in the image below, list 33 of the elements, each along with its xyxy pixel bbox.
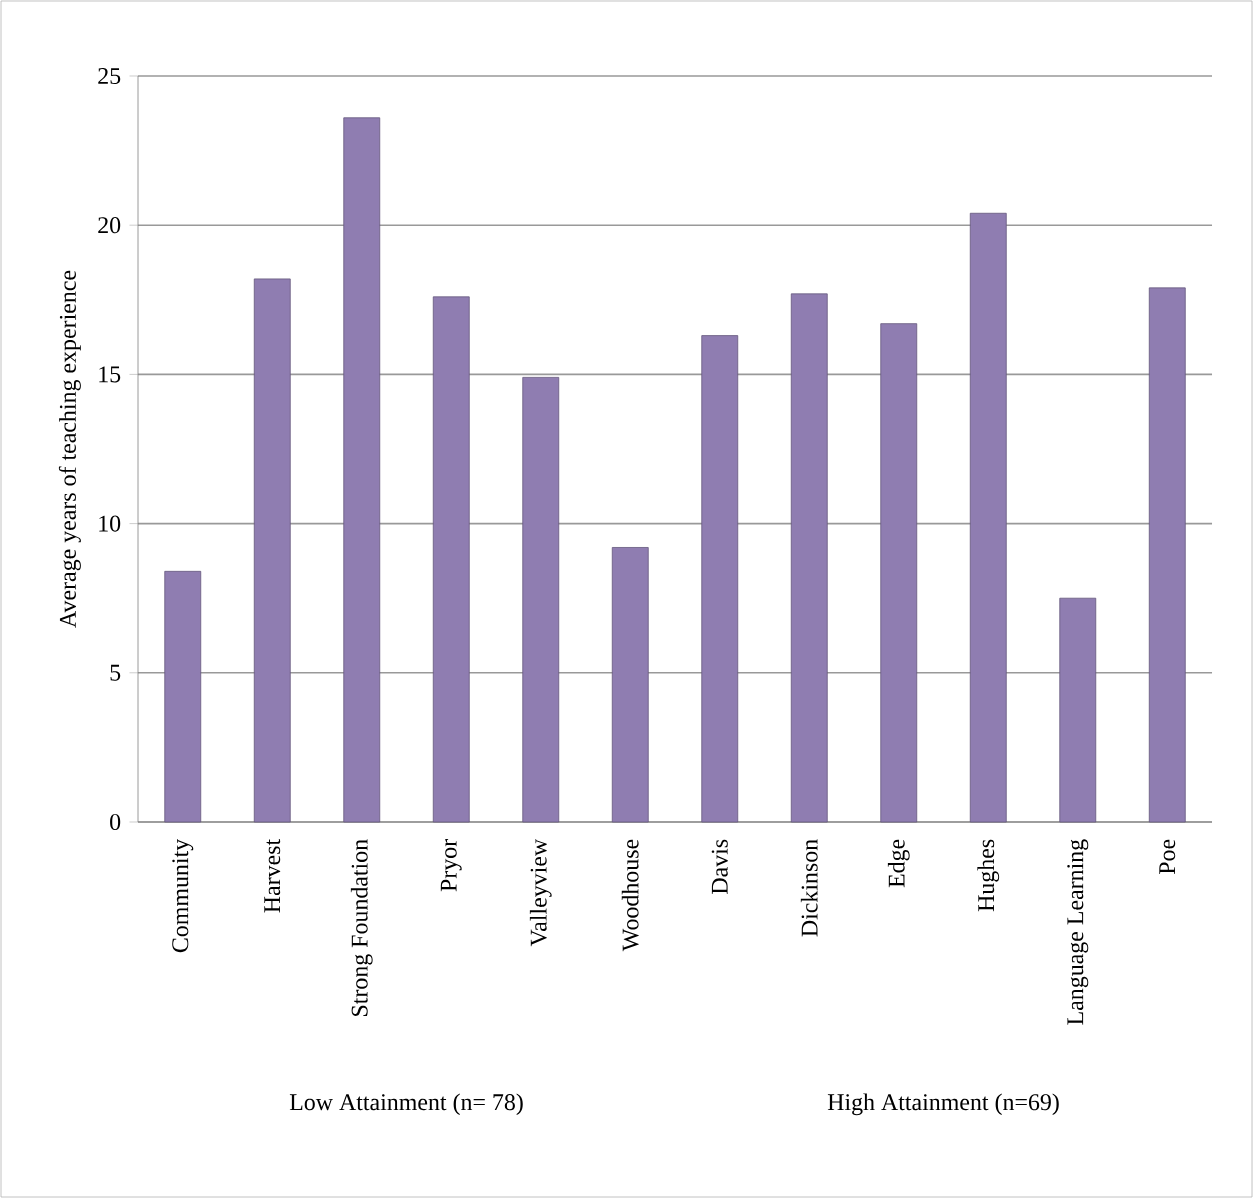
bar <box>611 547 649 823</box>
bar <box>432 296 470 823</box>
x-tick-label: Hughes <box>977 839 1000 912</box>
x-tick-label: Harvest <box>264 839 281 913</box>
text: Low Attainment (n= 78) <box>289 1093 523 1116</box>
y-tick-label: 20 <box>98 217 121 234</box>
y-tick-label: 10 <box>99 515 121 532</box>
x-tick-label: Dickinson <box>800 839 818 937</box>
x-tick-label: Poe <box>1159 839 1176 875</box>
x-tick-label: Edge <box>887 839 910 888</box>
x-tick-label: Language Learning <box>1067 839 1089 1025</box>
bar <box>253 278 291 823</box>
x-tick-label: Pryor <box>440 839 462 892</box>
bar <box>701 335 739 823</box>
bar <box>790 293 828 823</box>
text: High Attainment (n=69) <box>827 1093 1059 1116</box>
y-tick-label: 0 <box>110 813 121 831</box>
y-tick-label: 5 <box>110 664 121 681</box>
bar <box>343 117 381 823</box>
x-tick-label: Strong Foundation <box>350 839 373 1016</box>
bar <box>969 212 1007 823</box>
bar <box>164 570 202 823</box>
x-tick-label: Valleyview <box>529 838 552 947</box>
y-tick-label: 25 <box>98 67 121 85</box>
bar <box>522 376 560 823</box>
bar <box>1059 597 1097 823</box>
y-tick-label: 15 <box>99 366 121 383</box>
y-axis-title: Average years of teaching experience <box>58 270 81 628</box>
bar <box>1148 287 1186 823</box>
bar <box>880 323 918 823</box>
x-tick-label: Woodhouse <box>621 839 639 952</box>
x-tick-label: Community <box>172 838 194 953</box>
x-tick-label: Davis <box>711 839 728 894</box>
